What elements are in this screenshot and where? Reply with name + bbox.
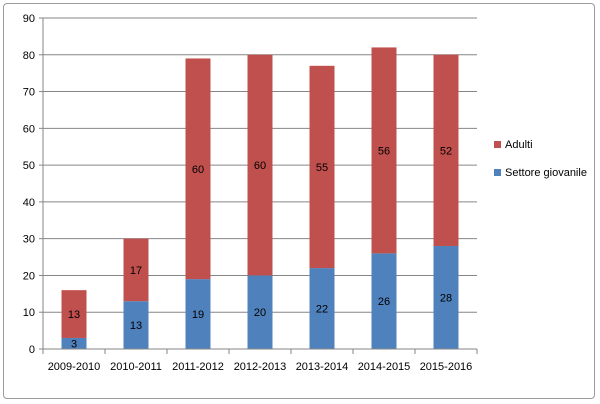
x-tick-label-2010-2011: 2010-2011 <box>110 361 162 373</box>
y-tick-label-0: 0 <box>29 344 35 356</box>
data-label-adulti-2014-2015: 56 <box>378 145 390 157</box>
data-label-adulti-2012-2013: 60 <box>254 160 266 172</box>
x-tick-label-2015-2016: 2015-2016 <box>420 361 473 373</box>
data-label-adulti-2011-2012: 60 <box>192 164 204 176</box>
y-tick-label-20: 20 <box>23 270 35 282</box>
y-tick-label-90: 90 <box>23 13 35 25</box>
data-label-settore-giovanile-2015-2016: 28 <box>440 293 452 305</box>
x-tick-label-2011-2012: 2011-2012 <box>172 361 224 373</box>
y-tick-label-40: 40 <box>23 197 35 209</box>
data-label-adulti-2015-2016: 52 <box>440 145 452 157</box>
data-label-settore-giovanile-2012-2013: 20 <box>254 307 266 319</box>
y-tick-label-10: 10 <box>23 307 35 319</box>
bar-settore-giovanile-2010-2011 <box>123 301 149 349</box>
data-label-settore-giovanile-2010-2011: 13 <box>130 320 142 332</box>
data-label-settore-giovanile-2014-2015: 26 <box>378 296 390 308</box>
y-tick-label-50: 50 <box>23 160 35 172</box>
x-tick-label-2012-2013: 2012-2013 <box>234 361 287 373</box>
bar-settore-giovanile-2011-2012 <box>185 279 211 349</box>
data-labels: 3 13 13 17 19 60 20 60 22 55 26 56 28 52 <box>68 145 452 350</box>
bar-adulti-2009-2010 <box>61 290 87 338</box>
bar-settore-giovanile-2012-2013 <box>247 275 273 349</box>
x-tick-label-2014-2015: 2014-2015 <box>358 361 411 373</box>
legend: Adulti Settore giovanile <box>494 139 587 179</box>
data-label-adulti-2013-2014: 55 <box>316 162 328 174</box>
y-tick-label-80: 80 <box>23 50 35 62</box>
bar-adulti-2013-2014 <box>309 65 335 269</box>
data-label-adulti-2010-2011: 17 <box>130 265 142 277</box>
x-tick-label-2013-2014: 2013-2014 <box>296 361 349 373</box>
data-label-adulti-2009-2010: 13 <box>68 309 80 321</box>
data-label-settore-giovanile-2009-2010: 3 <box>71 338 77 350</box>
bar-adulti-2011-2012 <box>185 58 211 280</box>
y-tick-label-30: 30 <box>23 234 35 246</box>
y-tick-label-60: 60 <box>23 123 35 135</box>
bar-adulti-2014-2015 <box>371 47 397 254</box>
bar-adulti-2012-2013 <box>247 54 273 276</box>
bar-adulti-2015-2016 <box>433 54 459 247</box>
bar-settore-giovanile-2015-2016 <box>433 246 459 349</box>
legend-swatch-settore-giovanile <box>494 169 501 176</box>
bars <box>61 47 459 349</box>
bar-adulti-2010-2011 <box>123 238 149 302</box>
x-tick-label-2009-2010: 2009-2010 <box>48 361 101 373</box>
legend-swatch-adulti <box>494 141 501 148</box>
legend-label-settore-giovanile: Settore giovanile <box>505 167 587 179</box>
chart-frame <box>3 3 595 399</box>
bar-settore-giovanile-2009-2010 <box>61 337 87 349</box>
bar-settore-giovanile-2014-2015 <box>371 253 397 349</box>
data-label-settore-giovanile-2011-2012: 19 <box>192 309 204 321</box>
y-tick-label-70: 70 <box>23 87 35 99</box>
legend-label-adulti: Adulti <box>505 139 533 151</box>
bar-settore-giovanile-2013-2014 <box>309 268 335 349</box>
data-label-settore-giovanile-2013-2014: 22 <box>316 304 328 316</box>
